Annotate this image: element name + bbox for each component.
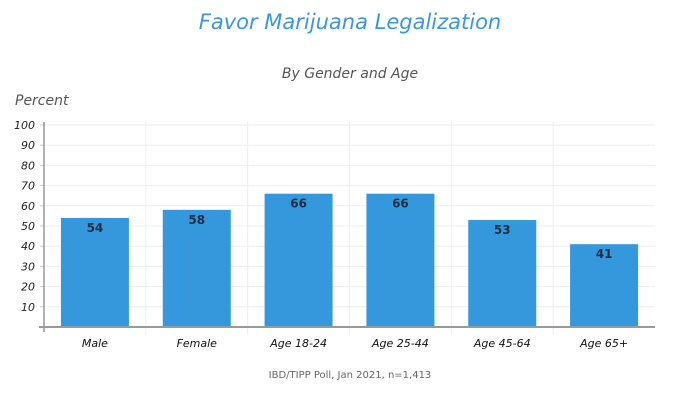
y-axis-ticks: 10 20 30 40 50 60 70 80 90 100 — [14, 119, 44, 314]
y-tick-label: 100 — [14, 119, 35, 132]
chart-subtitle: By Gender and Age — [281, 66, 419, 82]
x-tick-label: Male — [82, 337, 108, 350]
x-tick-label: Female — [177, 337, 218, 350]
y-tick-label: 80 — [21, 159, 35, 172]
y-tick-label: 50 — [21, 220, 35, 233]
y-tick-label: 10 — [21, 301, 35, 314]
bar — [60, 217, 129, 327]
y-axis-label: Percent — [15, 93, 69, 109]
bar — [570, 244, 639, 327]
axes — [39, 122, 655, 332]
bar-value-label: 53 — [494, 223, 511, 237]
bar-value-label: 66 — [290, 197, 307, 211]
source-note: IBD/TIPP Poll, Jan 2021, n=1,413 — [268, 370, 432, 381]
y-tick-label: 70 — [21, 180, 35, 193]
bar-value-label: 66 — [392, 197, 409, 211]
x-tick-label: Age 18-24 — [269, 337, 327, 350]
bar-value-label: 58 — [188, 213, 205, 227]
x-tick-label: Age 25-44 — [371, 337, 429, 350]
bar-value-label: 41 — [596, 247, 613, 261]
bars: 54 58 66 66 53 41 — [60, 193, 639, 327]
y-tick-label: 20 — [21, 281, 35, 294]
y-tick-label: 60 — [21, 200, 35, 213]
y-tick-label: 90 — [21, 139, 35, 152]
x-tick-label: Age 65+ — [579, 337, 628, 350]
y-tick-label: 30 — [21, 260, 35, 273]
chart-title: Favor Marijuana Legalization — [198, 10, 502, 34]
bar — [162, 209, 231, 327]
bar-value-label: 54 — [87, 221, 104, 235]
bar — [366, 193, 435, 327]
bar — [468, 219, 537, 327]
bar — [264, 193, 333, 327]
y-tick-label: 40 — [21, 240, 35, 253]
x-tick-label: Age 45-64 — [473, 337, 531, 350]
x-axis-ticks: Male Female Age 18-24 Age 25-44 Age 45-64 Age… — [82, 337, 628, 350]
gridlines — [44, 122, 655, 335]
